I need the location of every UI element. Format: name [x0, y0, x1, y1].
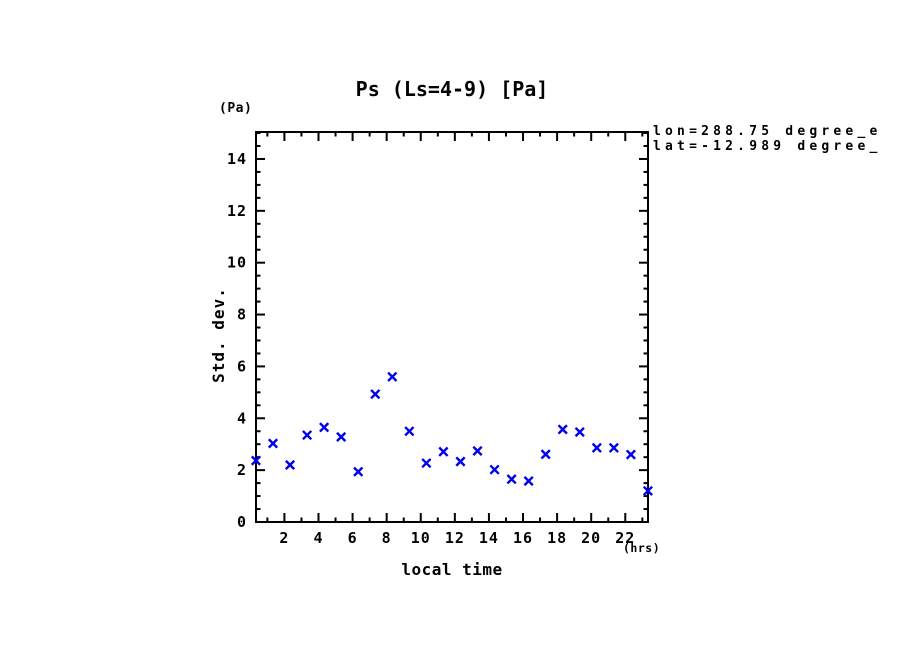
y-tick-label: 12: [227, 202, 247, 220]
data-point-marker: [557, 424, 568, 435]
data-point-marker: [302, 430, 313, 441]
y-tick-label: 14: [227, 150, 247, 168]
y-tick-label: 6: [237, 357, 247, 375]
x-tick-label: 8: [382, 529, 392, 547]
x-axis-unit-label: (hrs): [623, 541, 661, 555]
x-tick-label: 20: [581, 529, 601, 547]
data-point-marker: [353, 466, 364, 477]
x-tick-label: 10: [411, 529, 431, 547]
data-point-marker: [319, 422, 330, 433]
data-point-marker: [625, 449, 636, 460]
data-point-marker: [387, 371, 398, 382]
data-point-marker: [336, 431, 347, 442]
x-tick-label: 14: [479, 529, 499, 547]
data-point-marker: [404, 426, 415, 437]
plot-frame: [255, 131, 649, 523]
x-tick-label: 4: [313, 529, 323, 547]
x-tick-label: 2: [279, 529, 289, 547]
x-axis-label: local time: [401, 560, 503, 579]
data-point-marker: [421, 458, 432, 469]
scatter-series: [250, 371, 653, 496]
data-point-marker: [506, 474, 517, 485]
data-point-marker: [438, 446, 449, 457]
y-tick-label: 10: [227, 254, 247, 272]
data-point-marker: [284, 459, 296, 471]
y-tick-label: 0: [237, 513, 247, 531]
y-tick-label: 4: [237, 409, 247, 427]
x-tick-label: 6: [348, 529, 358, 547]
coordinate-annotation: lon=288.75 degree_e lat=-12.989 degree_: [653, 124, 904, 156]
x-tick-label: 22: [615, 529, 635, 547]
x-tick-label: 16: [513, 529, 533, 547]
data-point-marker: [540, 449, 551, 460]
x-tick-label: 18: [547, 529, 567, 547]
chart-title: Ps (Ls=4-9) [Pa]: [355, 77, 549, 101]
x-tick-label: 12: [445, 529, 465, 547]
data-point-marker: [608, 442, 619, 453]
data-point-marker: [267, 438, 279, 449]
y-tick-label: 8: [237, 306, 247, 324]
data-point-marker: [591, 442, 602, 453]
data-point-marker: [523, 475, 534, 487]
data-point-marker: [574, 426, 585, 438]
data-point-marker: [455, 456, 466, 467]
data-point-marker: [472, 445, 483, 456]
data-point-marker: [250, 455, 261, 466]
data-point-marker: [489, 464, 500, 475]
data-point-marker: [370, 389, 381, 400]
longitude-annotation: lon=288.75 degree_e: [653, 124, 882, 139]
data-point-marker: [642, 485, 653, 496]
latitude-annotation: lat=-12.989 degree_: [653, 139, 882, 154]
y-tick-label: 2: [237, 461, 247, 479]
y-axis-unit-label: (Pa): [219, 101, 253, 116]
